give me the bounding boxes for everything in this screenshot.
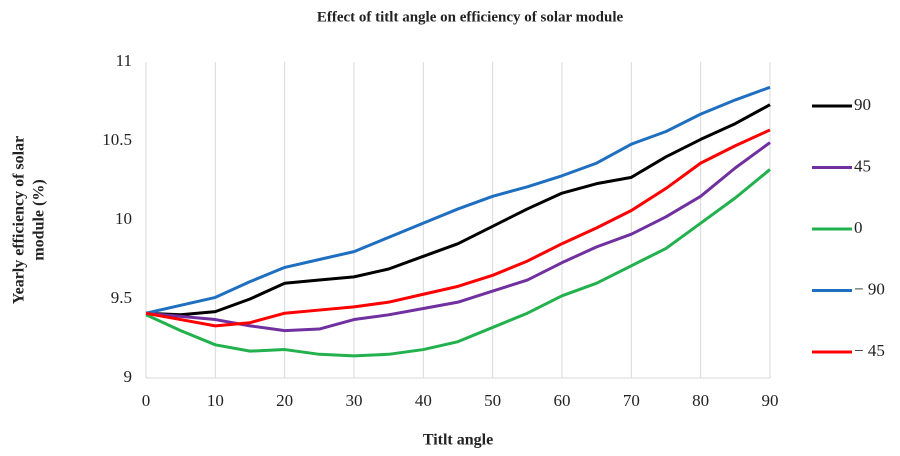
y-tick-label: 9.5 bbox=[111, 288, 132, 307]
series-line bbox=[145, 128, 771, 328]
x-tick-label: 70 bbox=[623, 391, 640, 410]
series-line bbox=[145, 85, 771, 315]
x-tick-label: 30 bbox=[346, 391, 363, 410]
x-tick-label: 40 bbox=[415, 391, 432, 410]
y-axis-label: Yearly efficiency of solar module (%) bbox=[11, 136, 48, 304]
y-tick-label: 10.5 bbox=[102, 130, 132, 149]
series-line bbox=[145, 168, 771, 358]
x-tick-label: 80 bbox=[692, 391, 709, 410]
series-line bbox=[145, 141, 771, 333]
x-tick-label: 0 bbox=[142, 391, 151, 410]
x-axis-label: Titlt angle bbox=[423, 432, 493, 449]
y-axis-label-line: Yearly efficiency of solar bbox=[11, 136, 28, 304]
series-line bbox=[145, 103, 771, 317]
x-tick-label: 90 bbox=[762, 391, 779, 410]
legend-label: 45 bbox=[854, 156, 871, 175]
y-tick-label: 9 bbox=[124, 367, 133, 386]
legend-label: − 90 bbox=[854, 279, 885, 298]
x-tick-label: 20 bbox=[276, 391, 293, 410]
x-tick-label: 50 bbox=[484, 391, 501, 410]
x-tick-label: 60 bbox=[554, 391, 571, 410]
x-tick-label: 10 bbox=[207, 391, 224, 410]
chart-title: Effect of titlt angle on efficiency of s… bbox=[317, 9, 624, 25]
legend-label: − 45 bbox=[854, 341, 885, 360]
legend-label: 90 bbox=[854, 95, 871, 114]
y-tick-label: 10 bbox=[115, 209, 132, 228]
y-axis-label-line: module (%) bbox=[31, 179, 48, 260]
legend-label: 0 bbox=[854, 218, 863, 237]
y-tick-label: 11 bbox=[116, 51, 132, 70]
